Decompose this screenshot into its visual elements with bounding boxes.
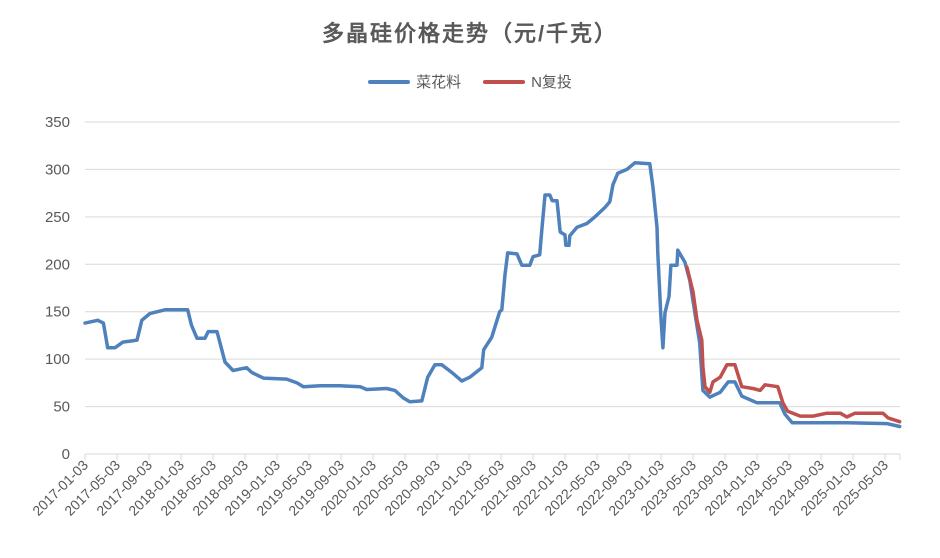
y-tick-label: 50 bbox=[53, 399, 70, 416]
y-tick-label: 350 bbox=[45, 114, 70, 131]
legend-swatch-series-2 bbox=[483, 79, 526, 84]
legend-label-series-2: N复投 bbox=[531, 74, 572, 91]
legend-label-series-1: 菜花料 bbox=[416, 74, 462, 91]
y-tick-label: 0 bbox=[62, 446, 70, 463]
legend: 菜花料 N复投 bbox=[0, 71, 940, 92]
y-tick-label: 200 bbox=[45, 256, 70, 273]
y-tick-label: 100 bbox=[45, 351, 70, 368]
y-tick-label: 150 bbox=[45, 304, 70, 321]
legend-swatch-series-1 bbox=[368, 79, 411, 84]
legend-item-series-1: 菜花料 bbox=[368, 71, 461, 92]
chart-title: 多晶硅价格走势（元/千克） bbox=[321, 21, 619, 46]
y-tick-label: 250 bbox=[45, 209, 70, 226]
series-line-2 bbox=[685, 265, 902, 424]
y-tick-label: 300 bbox=[45, 161, 70, 178]
legend-item-series-2: N复投 bbox=[483, 71, 572, 92]
